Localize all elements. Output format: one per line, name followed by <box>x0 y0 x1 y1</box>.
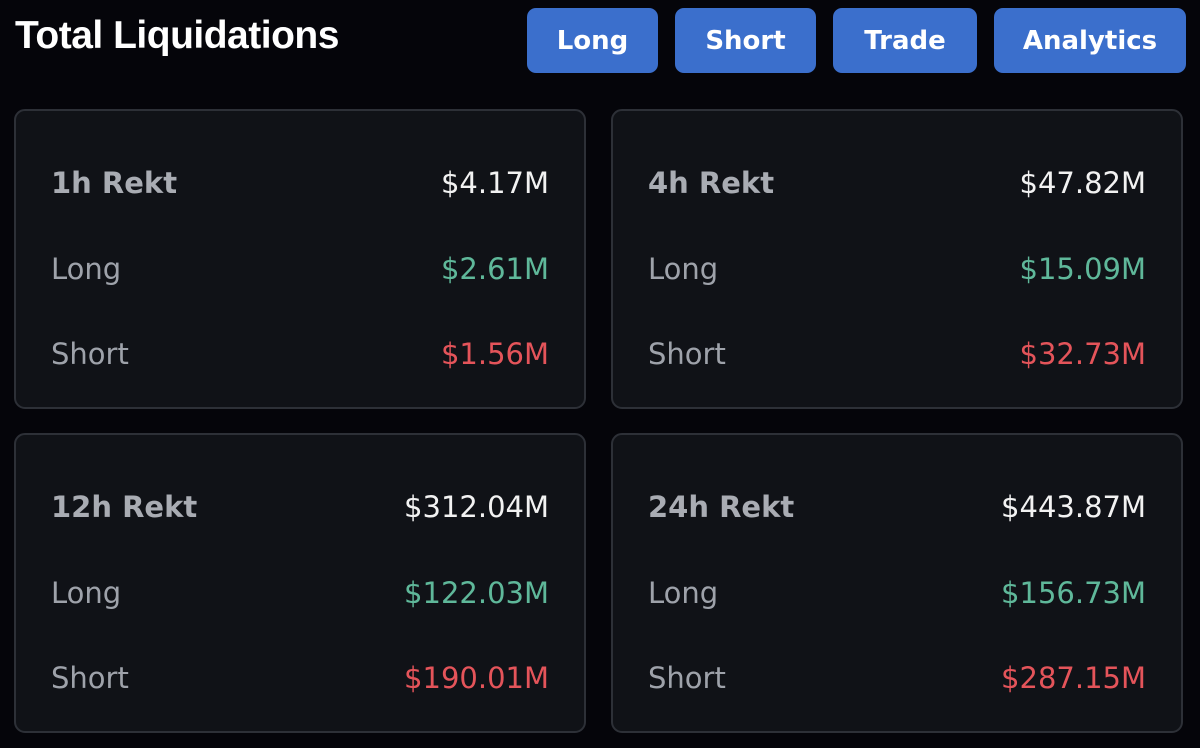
row-total: 1h Rekt $4.17M <box>51 163 549 203</box>
trade-button[interactable]: Trade <box>833 8 977 73</box>
row-long: Long $122.03M <box>51 573 549 613</box>
period-label: 4h Rekt <box>648 166 775 200</box>
row-short: Short $287.15M <box>648 658 1146 698</box>
row-long: Long $15.09M <box>648 249 1146 289</box>
long-value: $2.61M <box>440 252 549 286</box>
period-label: 1h Rekt <box>51 166 178 200</box>
card-4h-rekt: 4h Rekt $47.82M Long $15.09M Short $32.7… <box>611 109 1183 409</box>
total-value: $4.17M <box>440 166 549 200</box>
short-label: Short <box>648 661 726 695</box>
short-label: Short <box>51 337 129 371</box>
row-long: Long $2.61M <box>51 249 549 289</box>
row-short: Short $190.01M <box>51 658 549 698</box>
long-value: $156.73M <box>1001 576 1146 610</box>
total-value: $47.82M <box>1019 166 1147 200</box>
short-label: Short <box>51 661 129 695</box>
short-label: Short <box>648 337 726 371</box>
card-24h-rekt: 24h Rekt $443.87M Long $156.73M Short $2… <box>611 433 1183 733</box>
short-button[interactable]: Short <box>675 8 816 73</box>
short-value: $32.73M <box>1019 337 1147 371</box>
row-short: Short $32.73M <box>648 334 1146 374</box>
period-label: 24h Rekt <box>648 490 795 524</box>
short-value: $190.01M <box>404 661 549 695</box>
long-label: Long <box>51 576 122 610</box>
analytics-button[interactable]: Analytics <box>994 8 1186 73</box>
long-value: $15.09M <box>1019 252 1147 286</box>
long-label: Long <box>51 252 122 286</box>
short-value: $1.56M <box>440 337 549 371</box>
page-title: Total Liquidations <box>15 14 339 57</box>
total-value: $443.87M <box>1001 490 1146 524</box>
row-long: Long $156.73M <box>648 573 1146 613</box>
card-1h-rekt: 1h Rekt $4.17M Long $2.61M Short $1.56M <box>14 109 586 409</box>
card-12h-rekt: 12h Rekt $312.04M Long $122.03M Short $1… <box>14 433 586 733</box>
long-label: Long <box>648 576 719 610</box>
row-total: 24h Rekt $443.87M <box>648 487 1146 527</box>
short-value: $287.15M <box>1001 661 1146 695</box>
long-value: $122.03M <box>404 576 549 610</box>
row-total: 12h Rekt $312.04M <box>51 487 549 527</box>
long-label: Long <box>648 252 719 286</box>
row-total: 4h Rekt $47.82M <box>648 163 1146 203</box>
total-value: $312.04M <box>404 490 549 524</box>
long-button[interactable]: Long <box>527 8 658 73</box>
period-label: 12h Rekt <box>51 490 198 524</box>
row-short: Short $1.56M <box>51 334 549 374</box>
